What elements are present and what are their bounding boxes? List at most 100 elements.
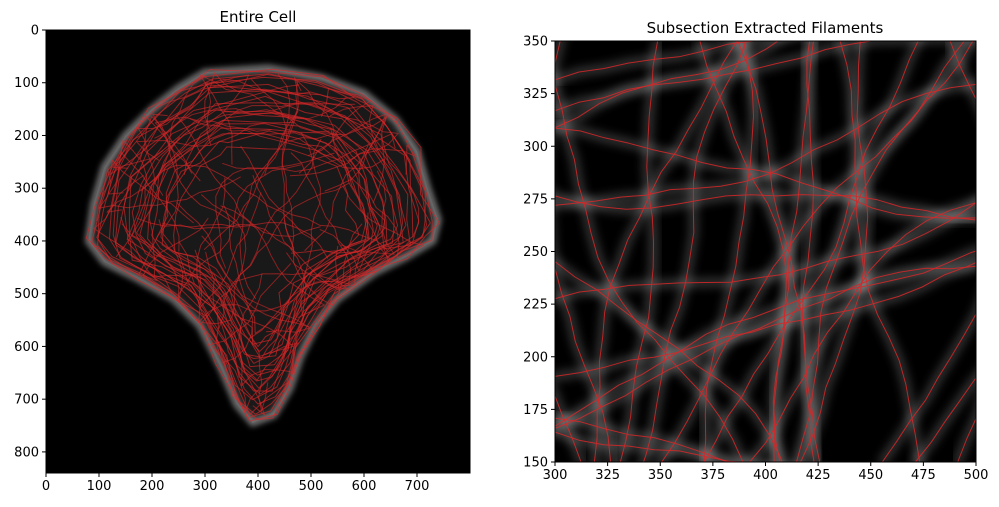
filament <box>205 251 265 416</box>
filament <box>131 109 388 368</box>
filament <box>154 97 347 139</box>
y-tick-label: 700 <box>14 393 39 408</box>
filament <box>209 263 292 357</box>
y-tick-label: 200 <box>14 129 39 144</box>
y-tick-label: 200 <box>523 350 548 365</box>
x-tick-label: 450 <box>858 468 883 483</box>
filament <box>272 102 399 162</box>
y-tick-label: 300 <box>523 140 548 155</box>
panel-subsection: Subsection Extracted Filaments 300 325 350… <box>523 19 988 483</box>
filament <box>215 152 335 269</box>
y-tick-label: 175 <box>523 403 548 418</box>
y-tick-label: 0 <box>31 24 39 39</box>
filament <box>555 194 976 221</box>
filament <box>619 41 659 462</box>
filament <box>106 75 206 213</box>
y-tick-label: 800 <box>14 445 39 460</box>
filament <box>643 41 747 462</box>
x-tick-label: 200 <box>140 479 165 494</box>
filament <box>555 262 976 377</box>
x-axis: 300 325 350 375 400 425 450 475 500 <box>543 462 988 483</box>
filament <box>199 273 269 412</box>
filament <box>555 83 744 462</box>
filament-overlay <box>85 68 440 422</box>
filament <box>112 139 148 258</box>
filament <box>109 149 194 224</box>
filament <box>139 115 240 227</box>
x-tick-label: 475 <box>911 468 936 483</box>
filament <box>319 144 374 272</box>
x-axis: 0 100 200 300 400 500 600 700 <box>42 473 429 494</box>
y-axis: 0 100 200 300 400 500 600 700 800 <box>14 24 46 460</box>
filament <box>108 151 180 252</box>
y-tick-label: 150 <box>523 456 548 471</box>
filament <box>221 205 254 364</box>
filament <box>737 41 815 462</box>
filament <box>287 116 387 204</box>
filament <box>555 265 976 429</box>
filament <box>224 342 299 414</box>
filament <box>121 219 184 303</box>
filament <box>839 41 921 462</box>
filament <box>120 216 209 282</box>
filament <box>160 132 370 352</box>
filament <box>140 164 316 241</box>
filament <box>96 74 431 416</box>
filament <box>881 312 976 462</box>
x-tick-label: 400 <box>246 479 271 494</box>
x-tick-label: 425 <box>806 468 831 483</box>
filament <box>220 205 325 319</box>
filament <box>555 41 875 112</box>
filament <box>189 118 385 170</box>
filament <box>139 119 386 358</box>
y-axis: 150 175 200 225 250 275 300 325 350 <box>523 35 555 471</box>
filament <box>176 201 310 328</box>
filament <box>802 41 821 462</box>
cell-cortex <box>84 64 442 428</box>
x-tick-label: 375 <box>700 468 725 483</box>
filament <box>154 116 272 182</box>
filament <box>304 114 399 252</box>
filament <box>555 83 976 206</box>
x-tick-label: 600 <box>352 479 377 494</box>
filament <box>128 102 403 382</box>
filament <box>283 219 363 306</box>
filament <box>137 82 209 174</box>
filament <box>112 83 414 401</box>
filament <box>237 273 295 387</box>
filament <box>218 182 349 329</box>
filament <box>333 147 425 259</box>
filament <box>291 170 395 255</box>
y-tick-label: 400 <box>14 234 39 249</box>
y-tick-label: 100 <box>14 76 39 91</box>
y-tick-label: 225 <box>523 298 548 313</box>
panel-entire-cell: Entire Cell 0 100 200 300 400 500 600 700 0 100 2… <box>14 8 471 494</box>
filament <box>555 417 730 462</box>
filament <box>282 212 369 352</box>
filament <box>703 41 754 462</box>
filament <box>555 41 756 81</box>
filament <box>555 431 748 462</box>
filament <box>231 138 322 319</box>
x-tick-label: 400 <box>753 468 778 483</box>
filament <box>234 252 349 290</box>
filament <box>661 41 974 462</box>
y-tick-label: 600 <box>14 340 39 355</box>
y-tick-label: 500 <box>14 287 39 302</box>
filament <box>703 41 919 462</box>
y-tick-label: 250 <box>523 245 548 260</box>
filament <box>108 84 420 405</box>
filament <box>97 73 426 415</box>
filament <box>249 244 376 339</box>
x-tick-label: 0 <box>42 479 50 494</box>
x-tick-label: 100 <box>87 479 112 494</box>
y-tick-label: 275 <box>523 192 548 207</box>
filament <box>173 146 360 334</box>
filament <box>957 417 976 462</box>
filament <box>98 167 241 209</box>
filament <box>555 250 976 427</box>
filament <box>796 41 965 462</box>
filament <box>593 41 738 462</box>
title-entire-cell: Entire Cell <box>220 8 297 26</box>
